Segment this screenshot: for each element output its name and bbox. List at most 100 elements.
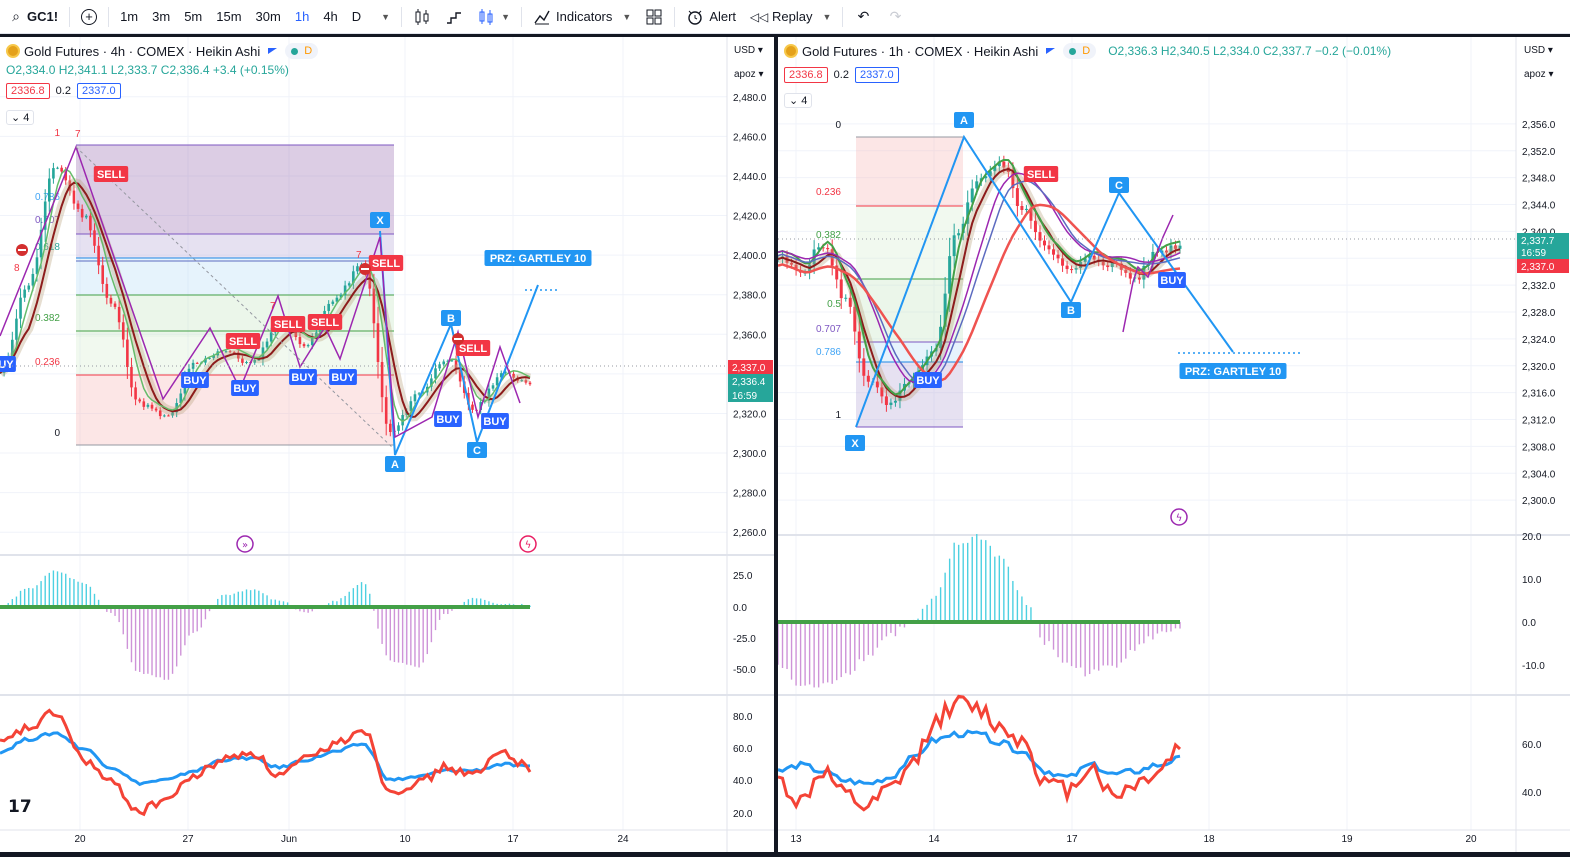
status-dot: [291, 47, 299, 55]
chevron-down-icon: ▼: [822, 11, 832, 22]
price-tick-label: 2,260.0: [733, 528, 767, 539]
candle-body: [306, 345, 310, 347]
scale-mode-selector[interactable]: apoz ▾: [734, 69, 764, 80]
timeframe-30m[interactable]: 30m: [255, 9, 281, 24]
price-chart-1h[interactable]: 2,356.02,352.02,348.02,344.02,340.02,336…: [778, 37, 1570, 852]
candle-body: [848, 297, 852, 307]
scale-mode-selector[interactable]: apoz ▾: [1524, 69, 1554, 80]
price-chart-4h[interactable]: 2,480.0 2,460.0 2,440.0 2,420.0 2,400.0 2,380…: [0, 37, 774, 852]
timeframe-15m[interactable]: 15m: [216, 9, 242, 24]
undo-button[interactable]: ↶: [847, 0, 879, 34]
timeframe-5m[interactable]: 5m: [184, 9, 203, 24]
candle-body: [524, 380, 528, 383]
sell-signal-label: SELL: [97, 169, 125, 181]
market-status[interactable]: D: [285, 43, 319, 59]
indicators-collapse-button[interactable]: ⌄ 4: [784, 93, 813, 108]
candle-body: [154, 408, 158, 411]
candle-body: [997, 161, 1001, 167]
symbol-label: GC1!: [27, 9, 59, 24]
chart-title[interactable]: Gold Futures · 4h · COMEX · Heikin Ashi: [24, 43, 261, 59]
candle-body: [948, 256, 952, 294]
flag-icon[interactable]: [268, 48, 278, 54]
timeframe-D[interactable]: D: [351, 9, 362, 24]
candle-body: [1070, 269, 1074, 271]
timeframe-3m[interactable]: 3m: [152, 9, 171, 24]
redo-button[interactable]: ↷: [879, 0, 911, 34]
price-tick-label: 2,312.0: [1522, 416, 1556, 427]
currency-selector[interactable]: USD ▾: [734, 45, 763, 56]
buy-signal-label: BUY: [1160, 275, 1184, 287]
timeframe-4h[interactable]: 4h: [323, 9, 338, 24]
layouts-button[interactable]: [638, 0, 670, 34]
timeframe-1m[interactable]: 1m: [120, 9, 139, 24]
replay-button[interactable]: ◁◁ Replay ▼: [743, 0, 838, 34]
market-status[interactable]: D: [1063, 43, 1097, 59]
indicators-button[interactable]: Indicators ▼: [526, 0, 638, 34]
candle-body: [72, 190, 76, 204]
bid-ask-row: 2336.8 0.2 2337.0: [784, 67, 899, 83]
candle-body: [1101, 261, 1105, 266]
flag-icon[interactable]: [1046, 48, 1056, 54]
ask-price[interactable]: 2337.0: [76, 83, 121, 99]
bar-style-button[interactable]: [406, 0, 438, 34]
candle-body: [335, 297, 339, 302]
candle-body: [491, 385, 495, 389]
compare-button[interactable]: +: [74, 0, 104, 34]
moving-average-line: [0, 181, 531, 419]
pattern-point-label: X: [851, 438, 859, 450]
candle-body: [520, 380, 524, 382]
candle-body: [48, 178, 51, 202]
candle-body: [844, 297, 848, 299]
sell-signal-label: SELL: [459, 343, 487, 355]
candle-body: [1061, 258, 1065, 266]
bid-price[interactable]: 2336.8: [6, 83, 50, 99]
buy-signal-label: BUY: [233, 383, 257, 395]
ohlc-values: O2,334.0 H2,341.1 L2,333.7 C2,336.4 +3.4…: [6, 63, 289, 77]
price-tick-label: 2,340.0: [1522, 227, 1556, 238]
candle-body: [331, 301, 335, 304]
ask-price[interactable]: 2337.0: [854, 67, 899, 83]
symbol-search[interactable]: ⌕ GC1!: [0, 0, 65, 34]
candle-body: [839, 279, 843, 299]
chart-pane-1h[interactable]: 2,356.02,352.02,348.02,344.02,340.02,336…: [778, 37, 1570, 852]
candle-body: [35, 257, 39, 274]
candle-body: [339, 294, 343, 298]
timeframe-menu[interactable]: ▼: [368, 0, 397, 34]
candle-body: [1020, 205, 1024, 210]
chart-pane-4h[interactable]: 2,480.0 2,460.0 2,440.0 2,420.0 2,400.0 2,380…: [0, 37, 774, 852]
candle-body: [241, 358, 244, 363]
lightning-icon-glyph: ϟ: [1176, 513, 1183, 524]
sell-signal-label: SELL: [311, 317, 339, 329]
price-tick-label: 2,320.0: [1522, 362, 1556, 373]
indicator-count: 4: [801, 95, 808, 107]
chart-title[interactable]: Gold Futures · 1h · COMEX · Heikin Ashi: [802, 43, 1039, 59]
candle-body: [372, 288, 376, 324]
candle-body: [454, 360, 458, 370]
candle-body: [134, 387, 137, 400]
bid-price[interactable]: 2336.8: [784, 67, 828, 83]
pattern-point-box: [1109, 177, 1129, 193]
heikin-ashi-button[interactable]: ▼: [470, 0, 517, 34]
alert-button[interactable]: Alert: [679, 0, 743, 34]
candle-body: [93, 230, 96, 246]
candle-body: [1137, 277, 1141, 280]
buy-signal-box: [481, 413, 509, 429]
indicators-collapse-button[interactable]: ⌄ 4: [6, 110, 35, 125]
replay-label: Replay: [772, 9, 813, 24]
candle-body: [1065, 265, 1069, 270]
timeframe-1h[interactable]: 1h: [294, 9, 310, 24]
candle-body: [253, 359, 257, 363]
price-tick-label: 2,356.0: [1522, 120, 1556, 131]
chart-type-button[interactable]: [438, 0, 470, 34]
candle-body: [1038, 232, 1042, 241]
count-label: 7: [270, 301, 276, 312]
candle-body: [43, 201, 47, 230]
date-tick-label: 13: [790, 834, 802, 845]
chevron-down-icon: ▼: [501, 11, 511, 22]
lightning-icon-glyph: ϟ: [525, 540, 532, 551]
candle-body: [265, 341, 269, 348]
currency-selector[interactable]: USD ▾: [1524, 45, 1553, 56]
pattern-point-label: C: [1115, 180, 1123, 192]
fib-zone: [856, 137, 963, 206]
count-label: 8: [14, 263, 20, 274]
